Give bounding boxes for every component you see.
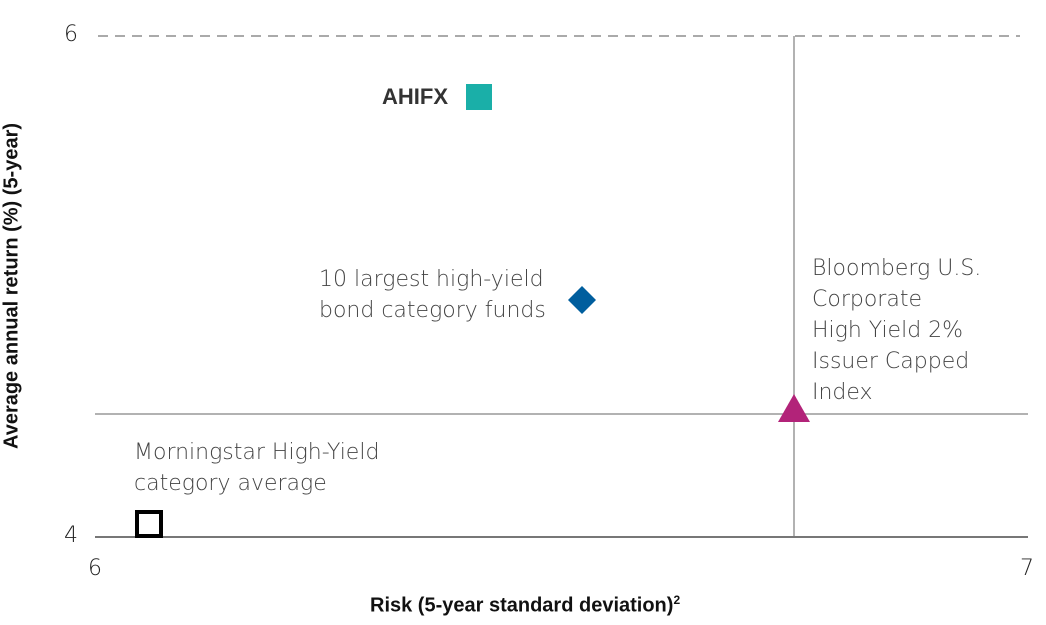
x-tick-right: 7 bbox=[1020, 556, 1034, 581]
y-tick-bottom: 4 bbox=[64, 523, 78, 548]
ahifx-label: AHIFX bbox=[382, 84, 448, 109]
y-axis-title: Average annual return (%) (5-year) bbox=[0, 122, 23, 450]
largest-funds-diamond-icon bbox=[568, 286, 596, 314]
y-tick-top: 6 bbox=[64, 22, 78, 47]
morningstar-hollow-square-icon bbox=[135, 510, 163, 538]
x-tick-left: 6 bbox=[88, 556, 102, 581]
bloomberg-label: Bloomberg U.S. Corporate High Yield 2% I… bbox=[812, 256, 982, 405]
largest-funds-label: 10 largest high-yield bond category fund… bbox=[319, 267, 546, 323]
x-axis-title-text: Risk (5-year standard deviation) bbox=[370, 594, 674, 617]
x-axis-footnote: 2 bbox=[673, 593, 681, 607]
morningstar-label: Morningstar High-Yield category average bbox=[134, 440, 380, 496]
ahifx-marker-icon bbox=[466, 84, 492, 110]
bloomberg-triangle-icon bbox=[778, 394, 810, 422]
x-axis-title: Risk (5-year standard deviation)2 bbox=[370, 593, 680, 618]
